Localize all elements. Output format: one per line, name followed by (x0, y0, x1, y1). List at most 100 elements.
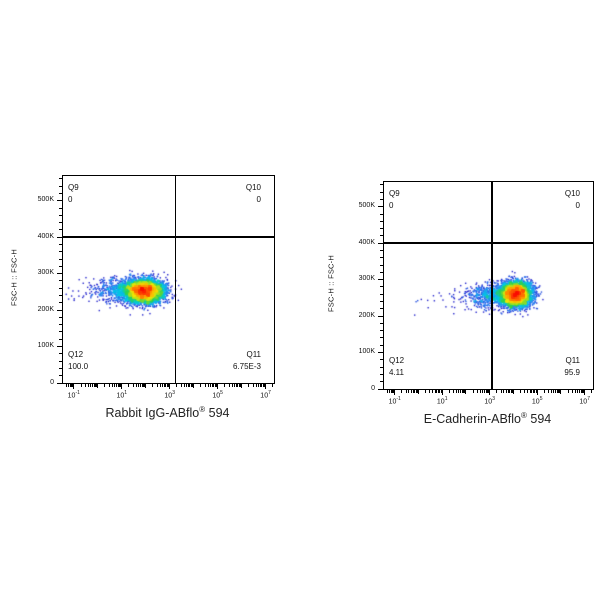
x-axis-minor-tick (458, 390, 460, 393)
y-axis-minor-tick (380, 366, 383, 368)
x-axis-minor-tick (165, 384, 167, 387)
x-axis-minor-tick (237, 384, 239, 387)
x-axis-title-text: E-Cadherin-ABflo (423, 412, 521, 426)
y-axis-tick (377, 279, 383, 281)
quadrant-value: 0 (256, 194, 261, 204)
x-axis-medium-tick (97, 384, 99, 388)
x-axis-minor-tick (209, 384, 211, 387)
x-axis-minor-tick (510, 390, 512, 393)
x-axis-minor-tick (80, 384, 82, 387)
x-axis-minor-tick (486, 390, 488, 393)
quadrant-q12: Q12 4.11 (389, 355, 404, 378)
y-axis-minor-tick (59, 214, 62, 216)
quadrant-name: Q9 (389, 189, 400, 198)
quadrant-q12: Q12 100.0 (68, 349, 88, 372)
x-axis-minor-tick (118, 384, 120, 387)
x-axis-minor-tick (482, 390, 484, 393)
y-axis-minor-tick (380, 264, 383, 266)
quadrant-value: 6.75E-3 (232, 361, 261, 371)
y-axis-tick-label: 200K (37, 305, 54, 313)
y-axis-minor-tick (380, 301, 383, 303)
x-axis-minor-tick (485, 390, 487, 393)
x-axis-minor-tick (500, 390, 502, 393)
x-axis-minor-tick (264, 384, 265, 387)
x-axis-minor-tick (261, 384, 263, 387)
x-axis-tick-label: 107 (260, 390, 271, 400)
x-axis-minor-tick (414, 390, 416, 393)
y-axis-minor-tick (59, 360, 62, 362)
y-axis-minor-tick (59, 324, 62, 326)
x-axis-tick-label: 107 (579, 396, 590, 406)
y-axis-minor-tick (380, 228, 383, 230)
y-axis-minor-tick (380, 198, 383, 200)
x-axis-minor-tick (255, 384, 257, 387)
x-axis-minor-tick (464, 390, 466, 393)
x-axis-medium-tick (417, 390, 419, 394)
x-axis-minor-tick (161, 384, 163, 387)
quadrant-q11: Q11 95.9 (564, 355, 580, 378)
x-axis-minor-tick (248, 384, 250, 387)
x-axis-minor-tick (163, 384, 165, 387)
x-axis-tick (536, 390, 538, 395)
x-axis-minor-tick (416, 390, 418, 393)
x-axis-minor-tick (183, 384, 185, 387)
y-axis-minor-tick (380, 213, 383, 215)
y-axis-minor-tick (59, 302, 62, 304)
x-axis-minor-tick (139, 384, 141, 387)
x-axis-medium-tick (241, 384, 243, 388)
y-axis-minor-tick (59, 192, 62, 194)
y-axis-tick (377, 242, 383, 244)
y-axis-tick (56, 346, 62, 348)
x-axis-minor-tick (556, 390, 558, 393)
x-axis-minor-tick (472, 390, 474, 393)
x-axis-minor-tick (190, 384, 192, 387)
x-axis-minor-tick (555, 390, 557, 393)
quadrant-name: Q10 (564, 189, 580, 198)
quadrant-name: Q12 (389, 356, 405, 365)
y-axis-minor-tick (59, 353, 62, 355)
x-axis-minor-tick (527, 390, 529, 393)
x-axis-minor-tick (439, 390, 441, 393)
y-axis-minor-tick (380, 373, 383, 375)
x-axis-tick (217, 384, 219, 389)
x-axis-minor-tick (455, 390, 457, 393)
x-axis-tick (121, 384, 123, 389)
y-axis-tick (56, 273, 62, 275)
x-axis-tick (394, 390, 396, 395)
x-axis-minor-tick (581, 390, 583, 393)
x-axis-minor-tick (104, 384, 106, 387)
y-axis-tick-label: 300K (37, 269, 54, 277)
x-axis-minor-tick (72, 384, 74, 387)
y-axis-tick (377, 352, 383, 354)
x-axis-minor-tick (578, 390, 580, 393)
y-axis-minor-tick (380, 330, 383, 332)
quadrant-q9: Q9 0 (68, 182, 79, 205)
x-axis-minor-tick (550, 390, 552, 393)
y-axis-tick-label: 300K (358, 275, 375, 283)
x-axis-minor-tick (408, 390, 410, 393)
y-axis-minor-tick (59, 244, 62, 245)
x-axis-tick-label: 103 (164, 390, 175, 400)
x-axis-minor-tick (117, 384, 119, 387)
quadrant-q10: Q10 0 (246, 182, 261, 205)
x-axis-tick-label: 103 (484, 396, 495, 406)
y-axis-tick-label: 100K (358, 348, 375, 356)
x-axis-minor-tick (216, 384, 218, 387)
x-axis-minor-tick (180, 384, 182, 387)
x-axis-tick-label: 10-1 (67, 390, 80, 400)
x-axis-medium-tick (145, 384, 147, 388)
x-axis-title-suffix: 594 (205, 406, 230, 420)
x-axis-minor-tick (70, 384, 72, 387)
x-axis-title-igg: Rabbit IgG-ABflo® 594 (62, 405, 273, 420)
x-axis-minor-tick (405, 390, 407, 393)
y-axis-minor-tick (59, 178, 62, 180)
x-axis-minor-tick (120, 384, 122, 387)
x-axis-minor-tick (479, 390, 481, 393)
x-axis-minor-tick (231, 384, 233, 387)
y-axis-minor-tick (59, 185, 62, 187)
x-axis-minor-tick (453, 390, 455, 393)
x-axis-minor-tick (200, 384, 202, 387)
scatter-density-canvas (384, 182, 593, 389)
x-axis-tick (265, 384, 267, 389)
x-axis-minor-tick (192, 384, 194, 387)
